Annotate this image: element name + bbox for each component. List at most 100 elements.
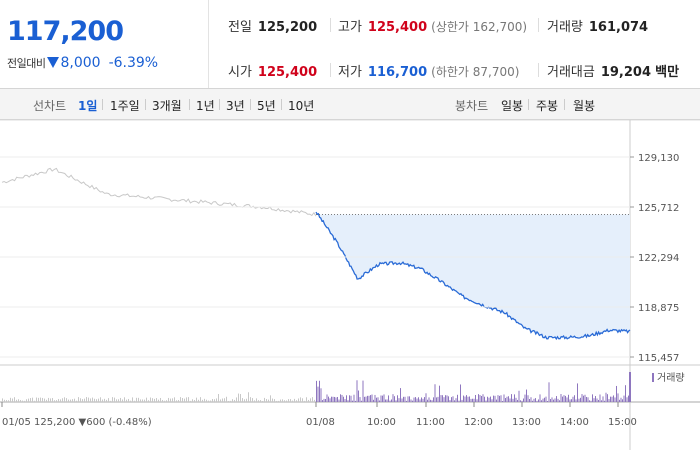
volume-bar <box>571 399 572 402</box>
tab-5years[interactable]: 5년 <box>257 99 276 113</box>
volume-bar <box>392 394 394 402</box>
volume-bar <box>385 399 386 402</box>
volume-bar <box>593 398 595 402</box>
tab-weekly-candle[interactable]: 주봉 <box>536 99 559 113</box>
down-triangle-icon <box>47 57 60 68</box>
volume-bar <box>412 400 413 402</box>
volume-bar <box>28 398 29 402</box>
volume-bar <box>487 396 488 402</box>
volume-bar <box>391 399 392 402</box>
change-value: 8,000 <box>60 55 101 71</box>
volume-bar <box>208 400 209 402</box>
x-tick-label: 11:00 <box>416 417 445 428</box>
tab-3months[interactable]: 3개월 <box>152 99 182 113</box>
volume-bar <box>404 396 406 402</box>
volume-bar <box>188 397 189 402</box>
volume-bar <box>551 397 553 402</box>
volume-bar <box>479 395 481 402</box>
price-change: 전일대비 8,000 -6.39% <box>7 55 158 71</box>
volume-bar <box>232 399 233 402</box>
volume-bar <box>200 397 201 402</box>
volume-bar <box>623 395 625 402</box>
volume-bar <box>505 398 506 402</box>
volume-bar <box>422 398 424 402</box>
tab-monthly-candle[interactable]: 월봉 <box>573 99 596 113</box>
volume-bar <box>52 398 53 402</box>
volume-bar <box>413 397 415 402</box>
volume-bar <box>568 394 569 402</box>
current-price: 117,200 <box>7 16 124 47</box>
volume-bar <box>467 396 469 402</box>
tab-1day[interactable]: 1일 <box>78 99 98 113</box>
volume-bar <box>174 397 175 402</box>
volume-bar <box>448 396 449 402</box>
volume-bar <box>344 399 346 402</box>
tab-10years[interactable]: 10년 <box>288 99 315 113</box>
volume-bar <box>620 397 622 402</box>
volume-bar <box>589 400 590 402</box>
volume-bar <box>248 392 249 402</box>
volume-bar <box>532 400 533 402</box>
volume-bar <box>548 382 550 402</box>
volume-bar <box>386 399 388 402</box>
volume-bar <box>296 400 297 402</box>
volume-bar <box>400 388 401 402</box>
volume-bar <box>529 398 530 402</box>
volume-bar <box>184 398 185 402</box>
tab-1year[interactable]: 1년 <box>196 99 215 113</box>
volume-bar <box>433 397 434 402</box>
volume-bar <box>178 400 179 402</box>
volume-bar <box>524 394 526 402</box>
volume-bar <box>491 399 493 402</box>
volume-bar <box>518 390 520 402</box>
volume-bar <box>578 398 580 402</box>
volume-bar <box>580 397 581 402</box>
volume-bar <box>216 398 217 402</box>
volume-bar <box>383 394 385 402</box>
volume-bar <box>431 400 433 402</box>
volume-bar <box>373 399 374 402</box>
volume-bar <box>610 396 611 402</box>
volume-bar <box>617 393 619 402</box>
volume-bar <box>500 395 502 402</box>
volume-bar <box>340 394 341 402</box>
volume-bar <box>323 398 325 402</box>
tab-daily-candle[interactable]: 일봉 <box>501 99 524 113</box>
volume-bar <box>152 398 153 402</box>
volume-bar <box>194 400 195 402</box>
volume-bar <box>198 399 199 402</box>
volume-bar <box>258 400 259 402</box>
volume-bar <box>425 393 427 402</box>
volume-bar <box>110 400 111 402</box>
volume-bar <box>472 398 473 402</box>
volume-bar <box>92 397 93 402</box>
volume-bar <box>560 394 562 402</box>
volume-bar <box>482 394 484 402</box>
volume-bar <box>126 399 127 402</box>
volume-bar <box>586 396 587 402</box>
volume-bar <box>608 399 610 402</box>
tab-3years[interactable]: 3년 <box>226 99 245 113</box>
volume-bar <box>407 396 409 402</box>
tab-1week[interactable]: 1주일 <box>110 99 140 113</box>
volume: 거래량 161,074 <box>547 20 649 35</box>
volume-bar <box>116 399 117 402</box>
volume-bar <box>146 397 147 402</box>
volume-bar <box>475 394 476 402</box>
volume-bar <box>562 396 563 402</box>
volume-bar <box>536 400 538 402</box>
volume-bar <box>114 397 115 402</box>
volume-bar <box>304 400 305 402</box>
volume-bar <box>596 398 598 402</box>
volume-bar <box>388 395 389 402</box>
volume-bar <box>22 400 23 402</box>
volume-bar <box>16 399 17 402</box>
volume-bar <box>180 397 181 402</box>
volume-bar <box>102 399 103 402</box>
volume-bar <box>622 399 623 402</box>
volume-bar <box>478 394 479 402</box>
volume-bar <box>218 394 219 402</box>
volume-bar <box>449 400 451 402</box>
volume-bar <box>210 400 211 402</box>
change-percent: -6.39% <box>108 55 159 71</box>
